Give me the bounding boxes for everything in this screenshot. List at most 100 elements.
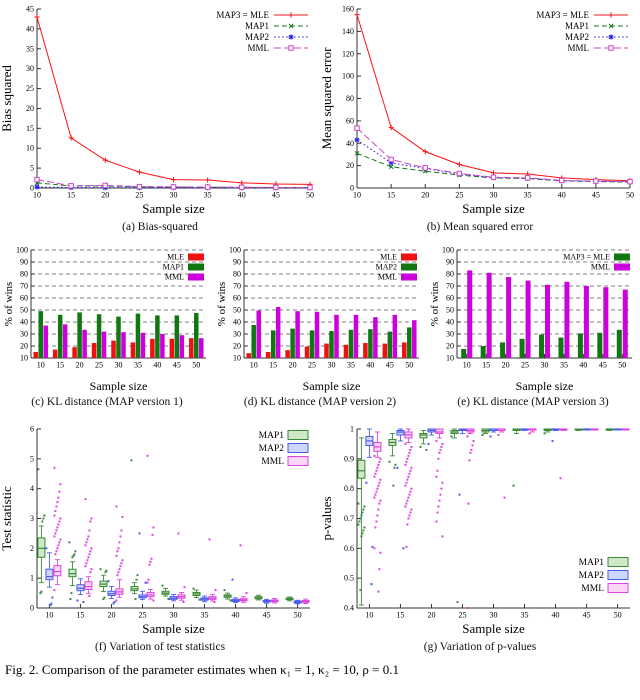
svg-text:40: 40 bbox=[20, 318, 28, 327]
svg-text:20: 20 bbox=[107, 611, 115, 620]
svg-text:60: 60 bbox=[233, 294, 241, 303]
svg-text:MAP2: MAP2 bbox=[245, 32, 269, 42]
chart-cell-d: 10 20 30 40 50 60 70 80 90 100 10 15 20 25 30 35 40 45 50 S… bbox=[213, 244, 427, 412]
svg-text:80: 80 bbox=[20, 270, 28, 279]
svg-text:10: 10 bbox=[45, 611, 53, 620]
svg-text:15: 15 bbox=[387, 191, 395, 200]
svg-text:60: 60 bbox=[446, 294, 454, 303]
svg-text:20: 20 bbox=[446, 342, 454, 351]
svg-text:MML: MML bbox=[261, 457, 284, 467]
chart-cell-c: 10 20 30 40 50 60 70 80 90 100 10 15 20 25 30 35 40 45 50 S… bbox=[0, 244, 214, 412]
svg-text:10: 10 bbox=[20, 354, 28, 363]
caption-a: (a) Bias-squared bbox=[122, 221, 198, 233]
caption-d: (d) KL distance (MAP version 2) bbox=[243, 396, 397, 408]
svg-text:20: 20 bbox=[288, 361, 296, 370]
svg-text:MML: MML bbox=[164, 273, 183, 282]
chart-cell-b: 0 20 40 60 80 100 120 140 160 10 15 20 25 30 35 40 45 50 S… bbox=[320, 0, 640, 236]
svg-text:0.4: 0.4 bbox=[344, 604, 354, 613]
svg-text:50: 50 bbox=[233, 306, 241, 315]
svg-text:5: 5 bbox=[30, 164, 34, 173]
svg-text:MAP1: MAP1 bbox=[259, 431, 285, 441]
caption-c: (c) KL distance (MAP version 1) bbox=[31, 396, 183, 408]
svg-text:100: 100 bbox=[229, 246, 241, 255]
svg-text:40: 40 bbox=[346, 139, 354, 148]
row-line-charts: 0 5 10 15 20 25 30 35 40 45 10 15 20 25 30 35 40 45 50 Samp… bbox=[0, 0, 640, 236]
svg-text:35: 35 bbox=[346, 361, 354, 370]
svg-text:0.7: 0.7 bbox=[344, 514, 354, 523]
svg-text:10: 10 bbox=[33, 191, 41, 200]
svg-text:% of wins: % of wins bbox=[3, 282, 15, 327]
svg-text:Mean squared error: Mean squared error bbox=[320, 47, 334, 149]
svg-text:40: 40 bbox=[153, 361, 161, 370]
svg-text:10: 10 bbox=[36, 361, 44, 370]
svg-text:20: 20 bbox=[75, 361, 83, 370]
chart-a-bias-squared: 0 5 10 15 20 25 30 35 40 45 10 15 20 25 30 35 40 45 50 Samp… bbox=[0, 0, 320, 220]
svg-text:70: 70 bbox=[233, 282, 241, 291]
caption-f: (f) Variation of test statistics bbox=[94, 641, 226, 653]
row-box-charts: 0 1 2 3 4 5 6 10 15 20 25 30 35 40 45 50 Sample size Test… bbox=[0, 420, 640, 656]
svg-text:90: 90 bbox=[446, 258, 454, 267]
svg-text:10: 10 bbox=[462, 361, 470, 370]
svg-text:25: 25 bbox=[308, 361, 316, 370]
caption-g: (g) Variation of p-values bbox=[423, 641, 537, 653]
chart-cell-e: 10 20 30 40 50 60 70 80 90 100 10 15 20 25 30 35 40 45 50 S… bbox=[426, 244, 640, 412]
svg-text:20: 20 bbox=[501, 361, 509, 370]
svg-text:25: 25 bbox=[458, 611, 466, 620]
svg-text:3: 3 bbox=[30, 514, 34, 523]
svg-text:50: 50 bbox=[614, 611, 622, 620]
svg-text:2: 2 bbox=[30, 544, 34, 553]
svg-text:40: 40 bbox=[552, 611, 560, 620]
svg-text:30: 30 bbox=[114, 361, 122, 370]
svg-text:45: 45 bbox=[598, 361, 606, 370]
svg-text:MLE: MLE bbox=[380, 253, 397, 262]
svg-text:10: 10 bbox=[365, 611, 373, 620]
svg-text:35: 35 bbox=[521, 611, 529, 620]
svg-text:25: 25 bbox=[455, 191, 463, 200]
svg-text:50: 50 bbox=[20, 306, 28, 315]
svg-text:20: 20 bbox=[233, 342, 241, 351]
svg-text:Bias squared: Bias squared bbox=[0, 65, 14, 132]
svg-text:10: 10 bbox=[233, 354, 241, 363]
svg-text:40: 40 bbox=[579, 361, 587, 370]
svg-text:0.5: 0.5 bbox=[344, 574, 354, 583]
svg-text:45: 45 bbox=[592, 191, 600, 200]
chart-cell-g: 0.4 0.5 0.6 0.7 0.8 0.9 1 10 15 20 25 30 35 40 45 50 Sam… bbox=[320, 420, 640, 656]
svg-text:30: 30 bbox=[170, 191, 178, 200]
svg-text:MAP1: MAP1 bbox=[565, 21, 589, 31]
svg-text:45: 45 bbox=[26, 5, 34, 14]
svg-text:45: 45 bbox=[583, 611, 591, 620]
svg-text:40: 40 bbox=[26, 24, 34, 33]
svg-text:50: 50 bbox=[294, 611, 302, 620]
svg-text:0: 0 bbox=[30, 184, 34, 193]
svg-text:80: 80 bbox=[346, 94, 354, 103]
svg-text:1: 1 bbox=[30, 574, 34, 583]
svg-text:MAP3 = MLE: MAP3 = MLE bbox=[216, 10, 269, 20]
chart-b-mean-squared-error: 0 20 40 60 80 100 120 140 160 10 15 20 25 30 35 40 45 50 S… bbox=[320, 0, 640, 220]
figure-page: 0 5 10 15 20 25 30 35 40 45 10 15 20 25 30 35 40 45 50 Samp… bbox=[0, 0, 640, 677]
svg-text:MML: MML bbox=[567, 43, 589, 53]
svg-text:35: 35 bbox=[133, 361, 141, 370]
svg-text:MAP2: MAP2 bbox=[259, 444, 285, 454]
svg-text:30: 30 bbox=[327, 361, 335, 370]
svg-text:30: 30 bbox=[20, 330, 28, 339]
svg-text:35: 35 bbox=[204, 191, 212, 200]
svg-text:20: 20 bbox=[346, 161, 354, 170]
svg-text:50: 50 bbox=[446, 306, 454, 315]
svg-text:90: 90 bbox=[233, 258, 241, 267]
svg-text:0.9: 0.9 bbox=[344, 454, 354, 463]
svg-text:50: 50 bbox=[618, 361, 626, 370]
svg-text:40: 40 bbox=[366, 361, 374, 370]
svg-text:% of wins: % of wins bbox=[216, 282, 228, 327]
svg-text:20: 20 bbox=[421, 191, 429, 200]
svg-text:25: 25 bbox=[95, 361, 103, 370]
svg-text:MAP1: MAP1 bbox=[245, 21, 269, 31]
svg-text:MML: MML bbox=[247, 43, 269, 53]
svg-text:MLE: MLE bbox=[167, 253, 184, 262]
svg-text:MAP1: MAP1 bbox=[579, 558, 605, 568]
svg-text:15: 15 bbox=[482, 361, 490, 370]
svg-text:30: 30 bbox=[490, 611, 498, 620]
svg-text:35: 35 bbox=[201, 611, 209, 620]
svg-text:Sample size: Sample size bbox=[515, 379, 573, 393]
svg-text:MML: MML bbox=[581, 584, 604, 594]
svg-text:25: 25 bbox=[138, 611, 146, 620]
